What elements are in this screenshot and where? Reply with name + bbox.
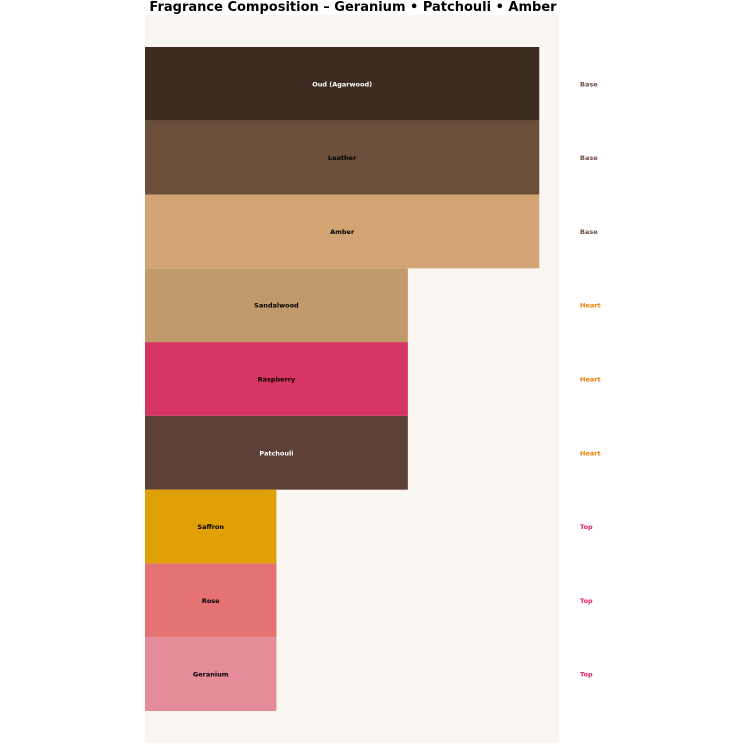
bar-label: Geranium (193, 671, 229, 679)
tier-label: Top (580, 671, 593, 679)
bar-amber (145, 194, 540, 269)
tier-label: Top (580, 523, 593, 531)
bar-sandalwood (145, 268, 408, 343)
bar-geranium (145, 637, 277, 711)
tier-label: Base (580, 154, 598, 162)
bar-label: Patchouli (259, 449, 293, 457)
tier-label: Heart (580, 302, 601, 310)
bar-label: Amber (330, 228, 355, 236)
tier-label: Top (580, 597, 593, 605)
bar-raspberry (145, 342, 408, 416)
bar-label: Oud (Agarwood) (312, 80, 372, 88)
bar-label: Raspberry (258, 376, 296, 384)
tier-label: Heart (580, 376, 601, 384)
bar-label: Saffron (197, 523, 224, 531)
bar-leather (145, 120, 540, 195)
bar-label: Rose (202, 597, 220, 605)
bar-oud-agarwood- (145, 47, 540, 121)
tier-label: Heart (580, 449, 601, 457)
bar-label: Leather (328, 154, 357, 162)
chart-title: Fragrance Composition – Geranium • Patch… (149, 0, 557, 15)
bar-saffron (145, 489, 277, 564)
tier-label: Base (580, 228, 598, 236)
tier-label: Base (580, 80, 598, 88)
bar-rose (145, 563, 277, 638)
bar-patchouli (145, 415, 408, 490)
bar-label: Sandalwood (254, 302, 299, 310)
